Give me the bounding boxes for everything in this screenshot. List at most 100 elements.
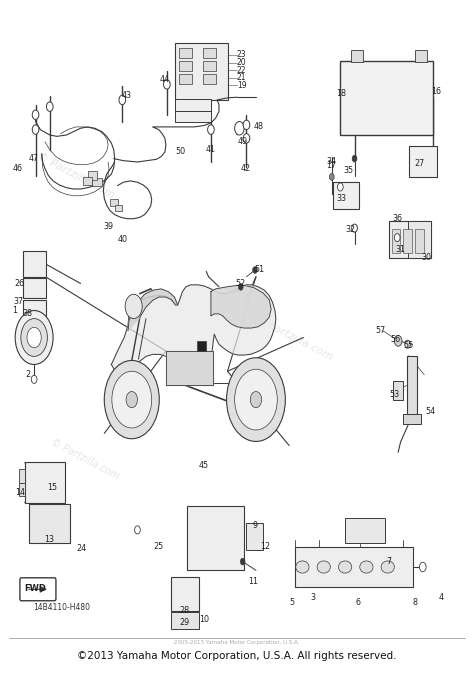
Circle shape xyxy=(126,392,137,408)
Text: 42: 42 xyxy=(240,164,251,173)
Text: 44: 44 xyxy=(160,75,170,84)
Text: © Partzilla.com: © Partzilla.com xyxy=(253,313,335,362)
Text: 17: 17 xyxy=(326,161,336,170)
Text: 54: 54 xyxy=(425,407,436,416)
Text: 50: 50 xyxy=(175,147,185,157)
Bar xyxy=(246,523,263,550)
Bar xyxy=(403,230,412,253)
Bar xyxy=(175,99,211,111)
Text: 6: 6 xyxy=(356,597,360,607)
Circle shape xyxy=(243,134,250,143)
Text: 15: 15 xyxy=(47,483,57,492)
Circle shape xyxy=(394,234,400,242)
Text: 53: 53 xyxy=(389,389,400,399)
Circle shape xyxy=(208,125,214,134)
Bar xyxy=(171,577,199,611)
Text: © Partzilla.com: © Partzilla.com xyxy=(35,151,117,200)
Polygon shape xyxy=(128,289,178,331)
Circle shape xyxy=(238,284,243,290)
Bar xyxy=(295,547,413,587)
Bar xyxy=(92,178,102,186)
Text: 14B4110-H480: 14B4110-H480 xyxy=(33,603,90,612)
Text: 30: 30 xyxy=(421,253,432,263)
Text: 2005-2013 Yamaha Motor Corporation, U.S.A.: 2005-2013 Yamaha Motor Corporation, U.S.… xyxy=(174,640,300,645)
Text: 7: 7 xyxy=(386,557,391,566)
Bar xyxy=(29,504,70,543)
Text: 24: 24 xyxy=(76,543,87,553)
Ellipse shape xyxy=(381,561,394,573)
Text: 8: 8 xyxy=(412,597,417,607)
Bar xyxy=(407,356,417,420)
Text: 46: 46 xyxy=(13,164,23,173)
Text: FWD: FWD xyxy=(25,584,46,593)
Text: 11: 11 xyxy=(248,577,259,587)
Circle shape xyxy=(329,173,334,180)
Circle shape xyxy=(31,375,37,383)
Circle shape xyxy=(46,102,53,111)
Bar xyxy=(203,48,216,58)
Text: 34: 34 xyxy=(327,157,337,167)
Text: 21: 21 xyxy=(237,73,246,82)
Text: 45: 45 xyxy=(199,461,209,470)
Text: 4: 4 xyxy=(438,593,443,602)
Circle shape xyxy=(227,358,285,441)
Bar xyxy=(175,43,228,100)
Text: 32: 32 xyxy=(346,225,356,234)
Circle shape xyxy=(164,80,170,89)
Bar xyxy=(351,50,363,62)
Ellipse shape xyxy=(296,561,309,573)
Bar xyxy=(83,177,92,185)
Bar xyxy=(179,61,192,71)
Text: 41: 41 xyxy=(206,145,216,155)
Text: 12: 12 xyxy=(260,542,271,551)
Circle shape xyxy=(405,340,410,348)
Circle shape xyxy=(119,95,126,105)
Bar xyxy=(393,381,403,400)
Text: 56: 56 xyxy=(391,335,401,344)
Bar xyxy=(203,61,216,71)
Circle shape xyxy=(27,327,41,348)
Bar xyxy=(88,171,97,180)
Bar xyxy=(175,111,211,122)
Text: 13: 13 xyxy=(44,535,54,545)
Text: © Partzilla.com: © Partzilla.com xyxy=(296,545,368,589)
Text: 18: 18 xyxy=(336,88,346,98)
Text: 16: 16 xyxy=(431,86,441,96)
Text: 40: 40 xyxy=(117,235,128,244)
Text: ©2013 Yamaha Motor Corporation, U.S.A. All rights reserved.: ©2013 Yamaha Motor Corporation, U.S.A. A… xyxy=(77,651,397,661)
Text: 31: 31 xyxy=(395,245,406,254)
Circle shape xyxy=(352,224,357,232)
Circle shape xyxy=(15,310,53,364)
Bar xyxy=(23,278,46,298)
Text: 1: 1 xyxy=(12,306,17,315)
Bar xyxy=(197,341,206,351)
Bar xyxy=(333,182,359,209)
Bar xyxy=(415,50,427,62)
Bar xyxy=(19,469,25,483)
Circle shape xyxy=(250,392,262,408)
Bar xyxy=(408,221,431,258)
Circle shape xyxy=(32,125,39,134)
Text: 5: 5 xyxy=(289,597,294,607)
Text: 10: 10 xyxy=(199,615,209,624)
Circle shape xyxy=(394,335,402,346)
Circle shape xyxy=(104,360,159,439)
Bar xyxy=(115,205,122,211)
Text: 52: 52 xyxy=(236,279,246,288)
Circle shape xyxy=(235,122,244,135)
Text: 22: 22 xyxy=(237,65,246,75)
Circle shape xyxy=(419,562,426,572)
Circle shape xyxy=(21,319,47,356)
Bar xyxy=(110,199,118,206)
Bar xyxy=(171,612,199,629)
Bar xyxy=(25,462,65,503)
Circle shape xyxy=(125,294,142,319)
Polygon shape xyxy=(166,351,213,385)
Text: 20: 20 xyxy=(237,58,246,68)
Text: 14: 14 xyxy=(15,488,25,497)
Ellipse shape xyxy=(317,561,330,573)
Ellipse shape xyxy=(360,561,373,573)
Circle shape xyxy=(112,371,152,428)
Bar xyxy=(389,221,431,258)
Circle shape xyxy=(352,155,357,162)
